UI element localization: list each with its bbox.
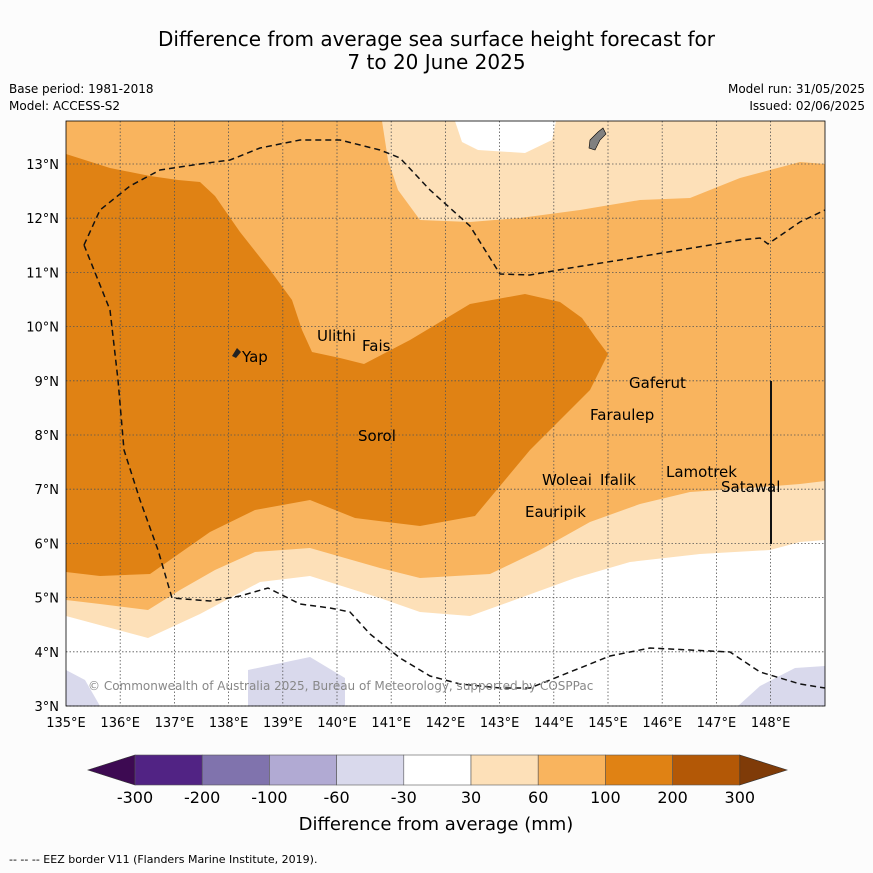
label-ulithi: Ulithi: [317, 327, 356, 345]
label-yap: Yap: [241, 348, 268, 366]
colorbar-segment: [403, 754, 472, 786]
latitude-label: 8°N: [35, 429, 60, 444]
colorbar-max-arrow: [739, 754, 788, 786]
base-period: Base period: 1981-2018: [9, 82, 154, 96]
longitude-label: 142°E: [426, 716, 466, 731]
latitude-label: 6°N: [35, 537, 60, 552]
colorbar-ticks: -300 -200 -100 -60 -30 30 60 100 200 300: [117, 788, 755, 807]
colorbar-tick-label: 60: [528, 788, 548, 807]
label-eauripik: Eauripik: [525, 503, 586, 521]
colorbar-tick-label: -30: [391, 788, 417, 807]
island-yap: [232, 348, 241, 358]
latitude-label: 9°N: [35, 375, 60, 390]
label-faraulep: Faraulep: [590, 406, 654, 424]
issued-date: Issued: 02/06/2025: [749, 99, 865, 113]
band-negative-west: [66, 670, 100, 706]
latitude-label: 13°N: [26, 158, 59, 173]
colorbar-segment: [672, 754, 741, 786]
colorbar-min-arrow: [87, 754, 136, 786]
label-woleai: Woleai: [542, 471, 592, 489]
longitude-label: 139°E: [263, 716, 303, 731]
label-ifalik: Ifalik: [600, 471, 636, 489]
copyright-notice: © Commonwealth of Australia 2025, Bureau…: [88, 679, 593, 693]
eez-border: [83, 139, 826, 689]
label-fais: Fais: [362, 337, 391, 355]
eez-legend: -- -- -- EEZ border V11 (Flanders Marine…: [9, 853, 318, 866]
longitude-label: 146°E: [642, 716, 682, 731]
colorbar-segment: [336, 754, 405, 786]
colorbar-label: Difference from average (mm): [299, 814, 574, 835]
colorbar-segment: [269, 754, 337, 786]
title-line-1: Difference from average sea surface heig…: [157, 27, 716, 51]
model-run: Model run: 31/05/2025: [727, 82, 865, 96]
longitude-label: 148°E: [751, 716, 791, 731]
longitude-label: 135°E: [46, 716, 86, 731]
longitude-label: 137°E: [155, 716, 195, 731]
colorbar-tick-label: -300: [117, 788, 153, 807]
chart-title: Difference from average sea surface heig…: [0, 28, 873, 74]
colorbar-tick-label: -200: [184, 788, 220, 807]
colorbar-tick-label: 100: [590, 788, 621, 807]
longitude-label: 140°E: [317, 716, 357, 731]
latitude-label: 10°N: [26, 321, 59, 336]
latitude-label: 4°N: [35, 646, 60, 661]
colorbar-tick-label: -100: [251, 788, 287, 807]
label-lamotrek: Lamotrek: [666, 463, 737, 481]
colorbar-segment: [134, 754, 203, 786]
colorbar-tick-label: 30: [461, 788, 481, 807]
colorbar-segment: [605, 754, 673, 786]
latitude-label: 3°N: [35, 700, 60, 715]
colorbar-tick-label: 200: [657, 788, 688, 807]
metadata-left: Base period: 1981-2018 Model: ACCESS-S2: [9, 81, 154, 115]
map-frame: [65, 120, 826, 707]
longitude-label: 147°E: [697, 716, 737, 731]
latitude-label: 12°N: [26, 212, 59, 227]
colorbar-tick-label: -60: [324, 788, 350, 807]
metadata-right: Model run: 31/05/2025 Issued: 02/06/2025: [728, 81, 865, 115]
colorbar-segment: [537, 754, 606, 786]
longitude-labels: 135°E 136°E 137°E 138°E 139°E 140°E 141°E 142°E…: [46, 716, 790, 731]
longitude-label: 144°E: [534, 716, 574, 731]
latitude-labels: 13°N 12°N 11°N 10°N 9°N 8°N 7°N 6°N 5°N 4°N 3°N: [26, 158, 59, 715]
place-labels: Yap Ulithi Fais Sorol Gaferut Faraulep W…: [241, 327, 780, 521]
longitude-label: 141°E: [371, 716, 411, 731]
label-satawal: Satawal: [721, 478, 780, 496]
colorbar-segment: [470, 754, 539, 786]
colorbar: [87, 754, 788, 786]
title-line-2: 7 to 20 June 2025: [347, 50, 526, 74]
label-sorol: Sorol: [358, 427, 396, 445]
band-negative-center: [248, 657, 345, 706]
band-neutral-north: [455, 121, 556, 153]
longitude-label: 138°E: [209, 716, 249, 731]
label-gaferut: Gaferut: [629, 374, 686, 392]
colorbar-segment: [201, 754, 270, 786]
band-negative-east: [738, 666, 825, 706]
model-name: Model: ACCESS-S2: [9, 99, 121, 113]
band-100-200: [66, 154, 608, 576]
longitude-label: 136°E: [100, 716, 140, 731]
latitude-label: 5°N: [35, 592, 60, 607]
latitude-label: 7°N: [35, 483, 60, 498]
island-guam: [588, 127, 607, 151]
colorbar-tick-label: 300: [725, 788, 756, 807]
latitude-label: 11°N: [26, 266, 59, 281]
longitude-label: 145°E: [588, 716, 628, 731]
longitude-label: 143°E: [480, 716, 520, 731]
